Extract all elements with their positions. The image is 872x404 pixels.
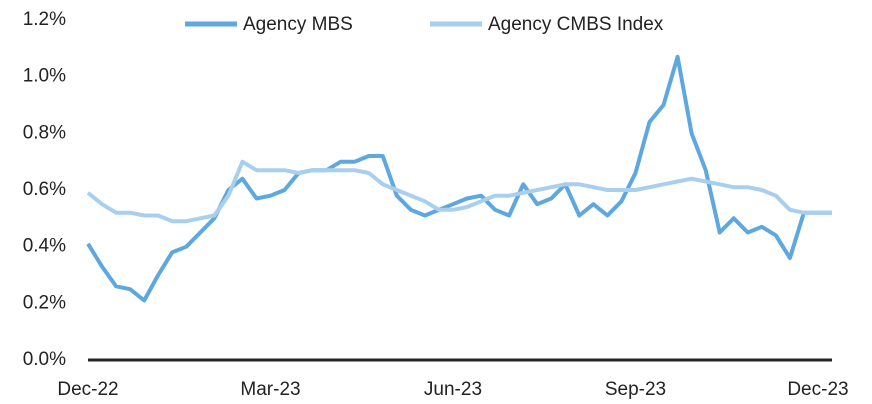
x-tick-label: Sep-23 (605, 379, 666, 400)
legend-label: Agency MBS (243, 14, 353, 35)
series-line (86, 54, 832, 303)
x-tick-label: Mar-23 (240, 379, 300, 400)
x-tick-label: Dec-23 (787, 379, 848, 400)
x-tick-label: Dec-22 (57, 379, 118, 400)
y-tick-label: 0.0% (23, 349, 66, 370)
y-tick-label: 0.2% (23, 292, 66, 313)
legend-label: Agency CMBS Index (488, 14, 664, 35)
y-tick-label: 0.4% (23, 236, 66, 257)
series-line (86, 159, 832, 224)
x-tick-label: Jun-23 (424, 379, 482, 400)
y-tick-label: 0.6% (23, 179, 66, 200)
y-tick-label: 1.2% (23, 9, 66, 30)
y-tick-label: 1.0% (23, 66, 66, 87)
y-tick-label: 0.8% (23, 122, 66, 143)
